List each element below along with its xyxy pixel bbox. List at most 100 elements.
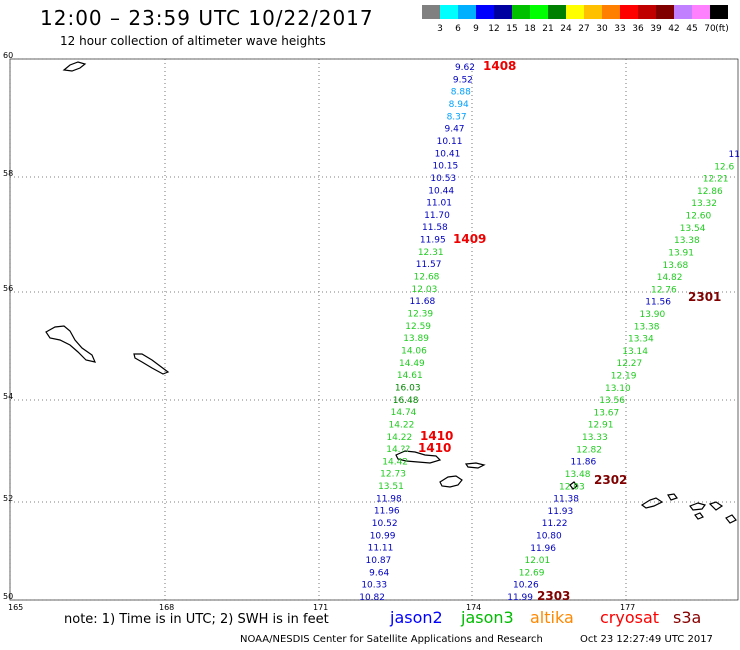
legend-label: 18	[524, 24, 536, 34]
pass-time-label: 2302	[594, 473, 627, 487]
pass-time-label: 1410	[420, 429, 453, 443]
lon-label: 171	[313, 603, 328, 612]
lon-label: 174	[466, 603, 481, 612]
legend-swatch	[422, 5, 440, 19]
coastline	[395, 450, 442, 464]
legend-swatch	[548, 5, 566, 19]
coastline	[725, 514, 737, 524]
wave-height-reading: 10.53	[430, 174, 456, 184]
page-subtitle: 12 hour collection of altimeter wave hei…	[60, 34, 326, 48]
legend-swatch	[476, 5, 494, 19]
pass-time-label: 2301	[688, 290, 721, 304]
sat-cryosat: cryosat	[600, 608, 660, 627]
wave-height-reading: 10.44	[428, 186, 454, 196]
wave-height-reading: 12.39	[407, 310, 433, 320]
wave-height-reading: 10.80	[536, 531, 562, 541]
wave-height-reading: 16.48	[393, 396, 419, 406]
wave-height-reading: 11.86	[570, 458, 596, 468]
wave-height-reading: 11.58	[422, 223, 448, 233]
legend-swatch	[638, 5, 656, 19]
wave-height-reading: 11.22	[542, 519, 568, 529]
coastline	[667, 493, 678, 501]
wave-height-reading: 14.74	[391, 408, 417, 418]
legend-swatch	[620, 5, 638, 19]
legend-label: 39	[650, 24, 662, 34]
sat-jason2: jason2	[390, 608, 443, 627]
wave-height-reading: 11.68	[409, 297, 435, 307]
sat-s3a: s3a	[673, 608, 702, 627]
wave-height-reading: 12.01	[524, 556, 550, 566]
sat-altika: altika	[530, 608, 574, 627]
wave-height-reading: 14.06	[401, 346, 427, 356]
wave-height-reading: 14.61	[397, 371, 423, 381]
wave-height-reading: 13.48	[565, 470, 591, 480]
coastline	[708, 501, 724, 511]
wave-height-reading: 11.56	[645, 298, 671, 308]
wave-height-reading: 10.82	[359, 593, 385, 603]
timestamp-text: Oct 23 12:27:49 UTC 2017	[580, 634, 713, 645]
wave-height-reading: 8.37	[447, 112, 467, 122]
wave-height-reading: 14.??	[386, 445, 410, 455]
legend-label: 45	[686, 24, 697, 34]
wave-height-reading: 11	[729, 150, 740, 160]
wave-height-reading: 13.10	[605, 384, 631, 394]
wave-height-reading: 13.56	[599, 396, 625, 406]
wave-height-reading: 13.54	[680, 224, 706, 234]
coastline	[694, 512, 704, 520]
wave-height-reading: 11.57	[416, 260, 442, 270]
lon-label: 165	[8, 603, 23, 612]
legend-label: 33	[614, 24, 625, 34]
legend-label: 6	[455, 24, 461, 34]
wave-height-reading: 12.73	[380, 470, 406, 480]
legend-swatch	[602, 5, 620, 19]
coastline	[45, 325, 97, 363]
lat-label: 50	[3, 592, 13, 601]
legend-label: 30	[596, 24, 608, 34]
wave-height-reading: 13.14	[622, 347, 648, 357]
legend-swatch	[458, 5, 476, 19]
wave-height-reading: 14.42	[382, 457, 408, 467]
wave-height-reading: 12.91	[588, 421, 614, 431]
wave-height-reading: 11.96	[374, 507, 400, 517]
legend-swatch	[584, 5, 602, 19]
wave-height-reading: 10.11	[437, 137, 463, 147]
wave-height-reading: 12.59	[405, 322, 431, 332]
wave-height-reading: 12.60	[685, 212, 711, 222]
coastline	[133, 353, 170, 375]
wave-height-reading: 10.52	[372, 519, 398, 529]
wave-height-reading: 11.38	[553, 495, 579, 505]
lat-label: 52	[3, 494, 13, 503]
wave-height-reading: 12.31	[418, 248, 444, 258]
wave-height-reading: 13.33	[582, 433, 608, 443]
wave-height-reading: 13.89	[403, 334, 429, 344]
legend-label: 27	[578, 24, 589, 34]
wave-height-reading: 11.93	[547, 507, 573, 517]
wave-height-reading: 13.67	[593, 408, 619, 418]
wave-height-reading: 12.6	[714, 162, 734, 172]
lat-label: 58	[3, 169, 13, 178]
legend-label: 9	[473, 24, 479, 34]
legend-swatch	[440, 5, 458, 19]
wave-height-reading: 11.96	[530, 544, 556, 554]
wave-height-reading: 13.34	[628, 335, 654, 345]
wave-height-reading: 13.51	[378, 482, 404, 492]
coastline	[439, 475, 463, 488]
legend-label: 36	[632, 24, 644, 34]
wave-height-reading: 13.32	[691, 199, 717, 209]
wave-height-reading: 12.03	[412, 285, 438, 295]
wave-height-reading: 12.03	[559, 482, 585, 492]
wave-height-reading: 9.52	[453, 75, 473, 85]
wave-height-reading: 8.94	[449, 100, 469, 110]
legend-label: 15	[506, 24, 517, 34]
legend-unit: (ft)	[715, 24, 729, 34]
legend-label: 3	[437, 24, 443, 34]
wave-height-reading: 11.98	[376, 494, 402, 504]
wave-height-reading: 10.26	[513, 581, 539, 591]
wave-height-reading: 10.15	[432, 162, 458, 172]
wave-height-reading: 9.62	[455, 63, 475, 73]
wave-height-reading: 12.21	[703, 175, 729, 185]
coastline	[464, 462, 486, 469]
wave-height-reading: 11.95	[420, 236, 446, 246]
wave-height-reading: 13.38	[634, 322, 660, 332]
wave-height-reading: 12.19	[611, 372, 637, 382]
